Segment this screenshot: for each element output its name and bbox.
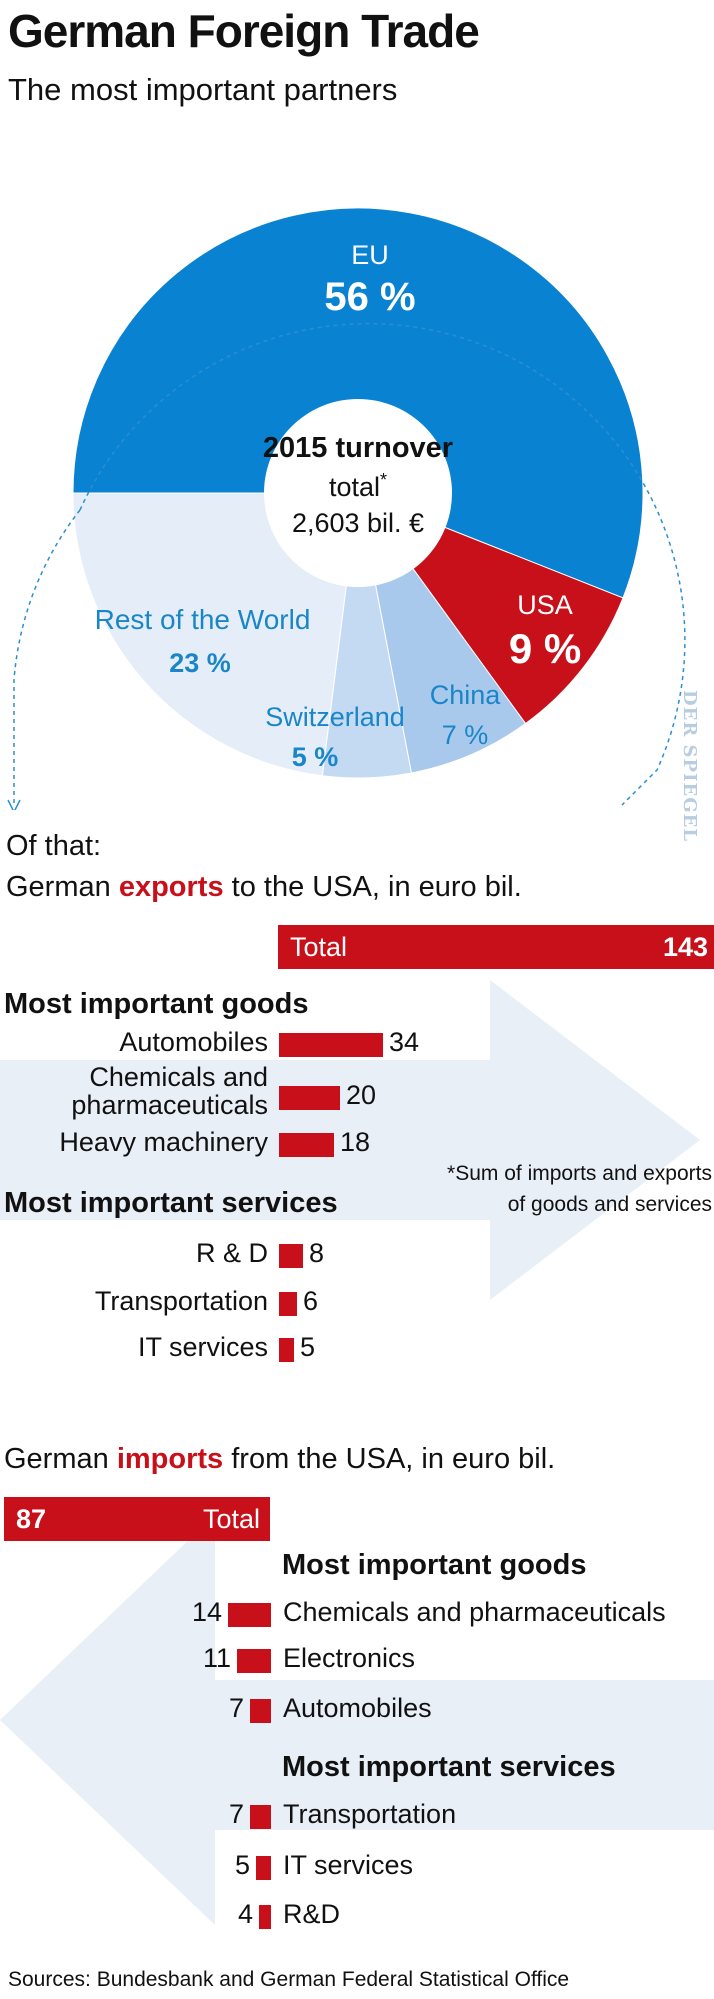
import-bar-automobiles — [250, 1699, 271, 1723]
import-bar-r-d — [259, 1905, 271, 1929]
imports-goods-heading: Most important goods — [282, 1549, 587, 1581]
imports-total-bar: 87 Total — [4, 1497, 270, 1541]
export-label-automobiles: Automobiles — [119, 1027, 268, 1057]
import-value-r-d: 4 — [237, 1899, 253, 1929]
footnote-line1: *Sum of imports and exports — [447, 1162, 712, 1185]
slice-value-usa: 9 % — [508, 625, 582, 672]
export-label-chemicals: Chemicals and pharmaceuticals — [71, 1062, 268, 1120]
slice-value-china: 7 % — [441, 720, 489, 750]
import-bar-transportation — [250, 1805, 271, 1829]
import-label-transportation: Transportation — [283, 1799, 457, 1829]
import-bar-it-services — [256, 1856, 271, 1880]
imports-title: German imports from the USA, in euro bil… — [4, 1443, 555, 1476]
import-value-chemicals-and-pharmaceuticals: 14 — [191, 1597, 222, 1627]
export-bar-heavy-machinery — [279, 1133, 334, 1157]
imports-total-label: Total — [202, 1504, 260, 1534]
export-bar-transportation — [279, 1292, 297, 1316]
center-label-total-text: total — [328, 472, 381, 502]
exports-title-highlight: exports — [118, 871, 224, 903]
slice-value-switzerland: 5 % — [291, 742, 339, 772]
of-that-label: Of that: — [6, 830, 102, 862]
footnote-line2: of goods and services — [507, 1193, 712, 1216]
export-bar-r-d — [279, 1244, 303, 1268]
center-label-total: total* — [238, 470, 478, 503]
guide-arc-right — [79, 322, 686, 806]
export-bar-chemicals-and-pharmaceuticals — [279, 1086, 340, 1110]
export-label-rd: R & D — [195, 1238, 268, 1268]
watermark: DER SPIEGEL — [679, 690, 700, 842]
export-value-it-services: 5 — [300, 1332, 316, 1362]
import-value-transportation: 7 — [228, 1799, 244, 1829]
import-label-rd: R&D — [283, 1899, 341, 1929]
export-label-heavy-machinery: Heavy machinery — [59, 1127, 268, 1157]
exports-total-value: 143 — [662, 932, 708, 962]
footnote: *Sum of imports and exports of goods and… — [384, 1158, 712, 1220]
export-value-chemicals-and-pharmaceuticals: 20 — [346, 1080, 377, 1110]
slice-label-switzerland: Switzerland — [265, 702, 405, 732]
slice-value-rest-of-world: 23 % — [169, 648, 231, 678]
slice-label-usa: USA — [517, 590, 573, 620]
imports-services-heading: Most important services — [282, 1751, 616, 1783]
exports-total-bar: Total 143 — [278, 925, 714, 969]
donut-hole — [264, 399, 452, 587]
center-label-value: 2,603 bil. € — [291, 508, 425, 538]
import-bar-chemicals-and-pharmaceuticals — [228, 1603, 271, 1627]
slice-label-rest-of-world: Rest of the World — [94, 604, 311, 635]
export-bar-automobiles — [279, 1033, 383, 1057]
export-value-transportation: 6 — [303, 1286, 319, 1316]
exports-title-prefix: German — [6, 871, 111, 903]
exports-title-suffix: to the USA, in euro bil. — [231, 871, 522, 903]
turnover-donut-chart — [7, 207, 686, 810]
donut-slice-rest-of-the-world — [72, 492, 359, 777]
import-arrow-background — [0, 1515, 714, 1925]
exports-goods-heading: Most important goods — [4, 988, 309, 1020]
imports-title-suffix: from the USA, in euro bil. — [231, 1443, 556, 1475]
imports-title-highlight: imports — [116, 1443, 224, 1475]
imports-total-value: 87 — [16, 1504, 47, 1534]
slice-label-china: China — [429, 680, 501, 710]
exports-services-heading: Most important services — [4, 1187, 338, 1219]
center-label-title: 2015 turnover — [262, 432, 454, 464]
export-arrow-background — [0, 980, 700, 1300]
import-label-it-services: IT services — [283, 1850, 414, 1880]
page-title: German Foreign Trade — [8, 5, 480, 57]
slice-value-eu: 56 % — [324, 275, 416, 319]
asterisk-mark: * — [380, 470, 388, 490]
export-label-transportation: Transportation — [94, 1286, 268, 1316]
export-value-heavy-machinery: 18 — [340, 1127, 371, 1157]
import-value-electronics: 11 — [202, 1643, 231, 1673]
imports-title-prefix: German — [4, 1443, 109, 1475]
import-value-it-services: 5 — [234, 1850, 250, 1880]
export-value-r-d: 8 — [309, 1238, 325, 1268]
source-note: Sources: Bundesbank and German Federal S… — [8, 1968, 570, 1991]
exports-title: German exports to the USA, in euro bil. — [6, 871, 522, 904]
import-label-chemicals: Chemicals and pharmaceuticals — [283, 1597, 666, 1627]
guide-arc-left — [13, 509, 81, 805]
import-label-electronics: Electronics — [283, 1643, 416, 1673]
import-label-automobiles: Automobiles — [283, 1693, 432, 1723]
slice-label-eu: EU — [351, 240, 389, 270]
import-bar-electronics — [237, 1649, 271, 1673]
export-label-it-services: IT services — [137, 1332, 268, 1362]
export-value-automobiles: 34 — [389, 1027, 420, 1057]
exports-total-label: Total — [290, 932, 348, 962]
import-value-automobiles: 7 — [228, 1693, 244, 1723]
page-subtitle: The most important partners — [8, 72, 398, 107]
arrowhead-icon — [7, 799, 21, 810]
export-bar-it-services — [279, 1338, 294, 1362]
